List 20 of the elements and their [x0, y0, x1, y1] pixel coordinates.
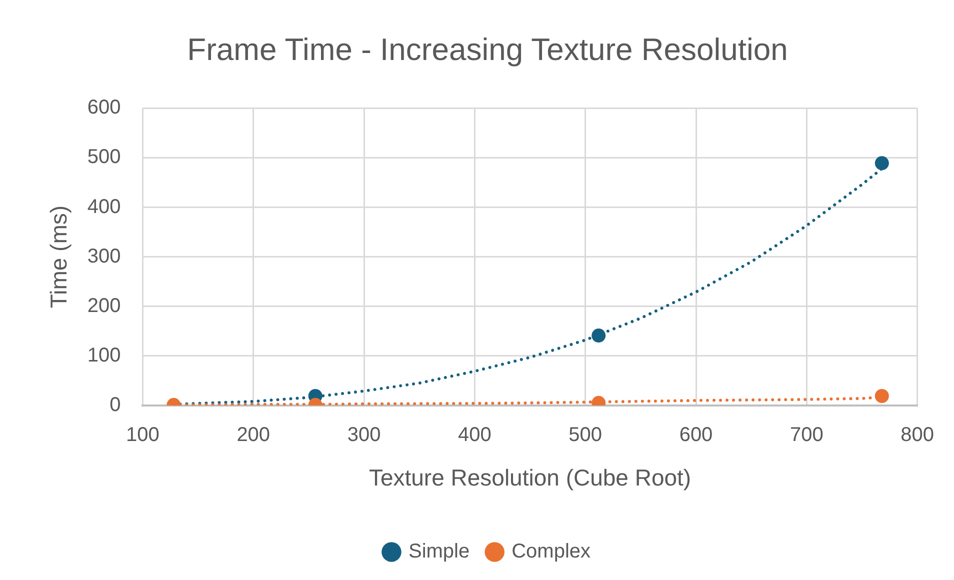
x-tick-label: 500 — [568, 424, 602, 446]
x-tick-label: 400 — [458, 424, 492, 446]
x-tick-label: 300 — [347, 424, 381, 446]
y-tick-label: 200 — [87, 294, 121, 317]
x-tick-label: 800 — [900, 424, 934, 446]
y-axis-title: Time (ms) — [46, 205, 72, 308]
y-tick-label: 500 — [87, 146, 121, 168]
legend-label: Simple — [408, 540, 470, 563]
x-axis-title: Texture Resolution (Cube Root) — [368, 464, 692, 491]
y-tick-label: 100 — [87, 344, 121, 366]
x-tick-label: 700 — [790, 424, 824, 446]
y-tick-label: 400 — [87, 196, 121, 218]
y-tick-label: 0 — [110, 394, 121, 416]
legend-label: Complex — [512, 540, 591, 563]
x-tick-label: 600 — [679, 424, 713, 446]
y-tick-label: 300 — [87, 245, 121, 268]
x-tick-label: 100 — [126, 424, 160, 446]
y-tick-label: 600 — [87, 96, 121, 119]
x-tick-label: 200 — [236, 424, 270, 446]
chart-title: Frame Time - Increasing Texture Resolution — [187, 32, 788, 68]
